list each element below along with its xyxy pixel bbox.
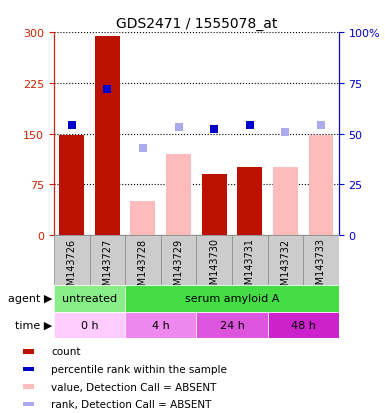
Text: GSM143728: GSM143728 xyxy=(138,238,148,297)
Text: serum amyloid A: serum amyloid A xyxy=(185,293,279,304)
Bar xyxy=(232,235,268,285)
Bar xyxy=(196,235,232,285)
Bar xyxy=(166,154,191,235)
Text: value, Detection Call = ABSENT: value, Detection Call = ABSENT xyxy=(52,382,217,392)
Bar xyxy=(237,168,262,235)
Bar xyxy=(23,349,33,354)
Text: GSM143733: GSM143733 xyxy=(316,238,326,297)
Text: 4 h: 4 h xyxy=(152,320,170,330)
Bar xyxy=(54,285,125,312)
Text: GSM143730: GSM143730 xyxy=(209,238,219,297)
Text: percentile rank within the sample: percentile rank within the sample xyxy=(52,364,228,374)
Title: GDS2471 / 1555078_at: GDS2471 / 1555078_at xyxy=(116,17,277,31)
Text: 24 h: 24 h xyxy=(219,320,244,330)
Bar xyxy=(268,312,339,339)
Bar xyxy=(54,312,125,339)
Bar xyxy=(202,175,227,235)
Text: GSM143727: GSM143727 xyxy=(102,238,112,297)
Bar xyxy=(90,235,125,285)
Text: count: count xyxy=(52,347,81,356)
Point xyxy=(69,123,75,129)
Text: GSM143732: GSM143732 xyxy=(280,238,290,297)
Text: GSM143729: GSM143729 xyxy=(174,238,184,297)
Bar xyxy=(303,235,339,285)
Bar xyxy=(196,312,268,339)
Bar xyxy=(125,285,339,312)
Text: GSM143731: GSM143731 xyxy=(245,238,255,297)
Bar xyxy=(23,367,33,371)
Point xyxy=(318,123,324,129)
Text: 0 h: 0 h xyxy=(81,320,98,330)
Bar xyxy=(268,235,303,285)
Bar xyxy=(54,235,90,285)
Point xyxy=(247,123,253,129)
Bar xyxy=(273,168,298,235)
Bar xyxy=(125,312,196,339)
Text: rank, Detection Call = ABSENT: rank, Detection Call = ABSENT xyxy=(52,399,212,409)
Text: 48 h: 48 h xyxy=(291,320,316,330)
Point xyxy=(176,125,182,131)
Bar xyxy=(23,385,33,389)
Bar xyxy=(95,36,120,235)
Text: time ▶: time ▶ xyxy=(15,320,52,330)
Point xyxy=(104,86,110,93)
Text: agent ▶: agent ▶ xyxy=(8,293,52,304)
Point xyxy=(211,127,217,133)
Bar xyxy=(161,235,196,285)
Bar xyxy=(308,135,333,235)
Text: untreated: untreated xyxy=(62,293,117,304)
Bar xyxy=(59,135,84,235)
Point xyxy=(140,145,146,152)
Point xyxy=(282,129,288,135)
Bar xyxy=(131,202,156,235)
Text: GSM143726: GSM143726 xyxy=(67,238,77,297)
Bar xyxy=(125,235,161,285)
Bar xyxy=(23,402,33,406)
